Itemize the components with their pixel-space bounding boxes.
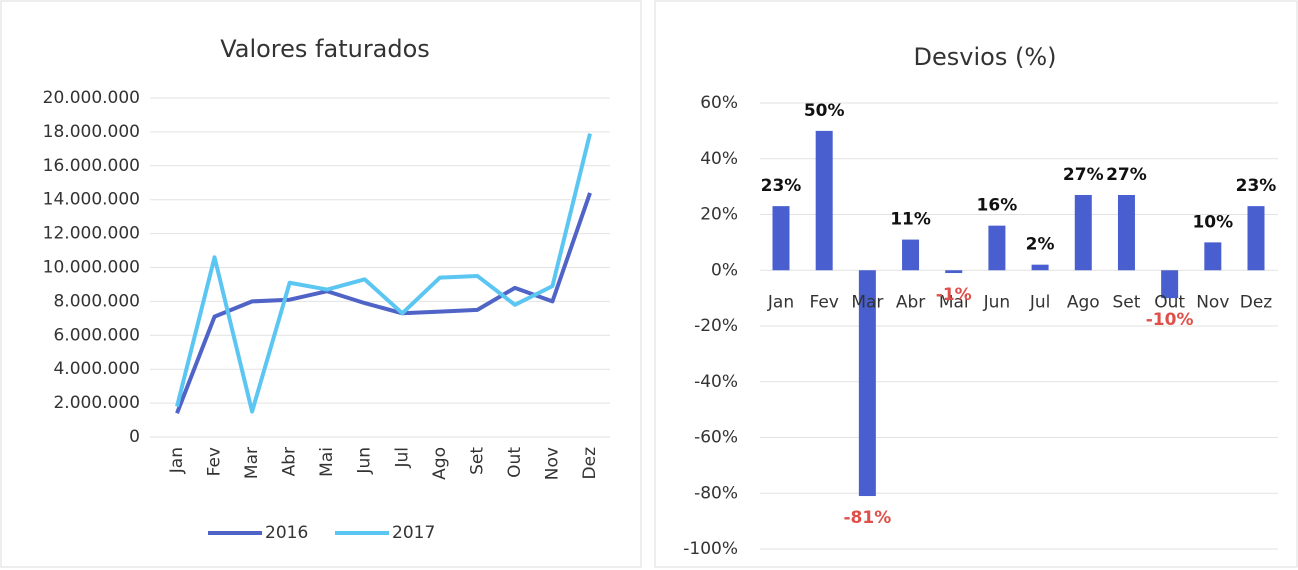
value-label: 16% — [977, 196, 1018, 216]
x-tick-label: Jun — [355, 447, 375, 475]
x-tick-label: Dez — [580, 447, 600, 480]
value-label: 2% — [1026, 235, 1055, 255]
line-series — [175, 133, 592, 414]
bar — [1161, 270, 1179, 299]
value-label: 27% — [1063, 165, 1104, 185]
value-label: 10% — [1192, 212, 1233, 232]
value-label: 11% — [890, 210, 931, 230]
bar — [988, 225, 1006, 271]
x-tick-label: Abr — [896, 292, 925, 312]
x-tick-label: Jul — [1029, 292, 1051, 312]
x-tick-label: Jan — [167, 447, 187, 474]
bar — [772, 206, 790, 271]
bar — [902, 239, 920, 271]
x-tick-label: Out — [505, 447, 525, 478]
x-tick-label: Out — [1154, 292, 1185, 312]
x-tick-label: Mai — [317, 447, 337, 477]
x-tick-label: Ago — [1067, 292, 1100, 312]
y-tick-label: 20.000.000 — [43, 88, 140, 108]
chart-frame — [0, 0, 642, 568]
x-tick-label: Set — [1112, 292, 1140, 312]
bar — [1204, 242, 1222, 271]
y-tick-label: -40% — [694, 372, 738, 392]
x-tick-label: Dez — [1240, 292, 1273, 312]
y-tick-label: 6.000.000 — [53, 325, 140, 345]
chart-title: Valores faturados — [220, 35, 430, 63]
y-tick-label: 0% — [711, 260, 738, 280]
x-tick-label: Nov — [542, 447, 562, 480]
x-tick-label: Abr — [280, 447, 300, 476]
bar — [1247, 206, 1265, 271]
x-tick-label: Set — [467, 447, 487, 475]
value-label: 50% — [804, 101, 845, 121]
legend-label: 2016 — [265, 523, 308, 543]
y-tick-label: -80% — [694, 483, 738, 503]
y-tick-label: 2.000.000 — [53, 393, 140, 413]
x-tick-label: Mai — [939, 292, 969, 312]
x-tick-label: Ago — [430, 447, 450, 480]
y-tick-label: 60% — [700, 93, 738, 113]
legend-label: 2017 — [392, 523, 435, 543]
bar — [815, 130, 833, 271]
x-tick-label: Fev — [205, 447, 225, 476]
bar — [1031, 264, 1049, 271]
x-tick-label: Mar — [242, 447, 262, 479]
y-tick-label: 4.000.000 — [53, 359, 140, 379]
y-tick-label: -100% — [683, 539, 738, 559]
y-tick-label: 20% — [700, 205, 738, 225]
y-tick-label: 18.000.000 — [43, 122, 140, 142]
value-label: 23% — [761, 176, 802, 196]
bar — [1117, 194, 1135, 271]
value-label: -1% — [936, 285, 972, 305]
y-tick-label: 14.000.000 — [43, 190, 140, 210]
bar — [858, 270, 876, 497]
bar — [1074, 194, 1092, 271]
x-tick-label: Jul — [392, 447, 412, 469]
y-tick-label: -20% — [694, 316, 738, 336]
y-tick-label: 8.000.000 — [53, 291, 140, 311]
bar — [945, 270, 963, 274]
x-tick-label: Fev — [809, 292, 838, 312]
x-tick-label: Jun — [983, 292, 1011, 312]
y-tick-label: 0 — [129, 427, 140, 447]
y-tick-label: 40% — [700, 149, 738, 169]
y-tick-label: 16.000.000 — [43, 156, 140, 176]
value-label: 27% — [1106, 165, 1147, 185]
y-tick-label: -60% — [694, 428, 738, 448]
value-label: -10% — [1146, 310, 1194, 330]
x-tick-label: Nov — [1196, 292, 1229, 312]
value-label: -81% — [843, 508, 891, 528]
chart-frame — [654, 0, 1298, 568]
y-tick-label: 12.000.000 — [43, 224, 140, 244]
line-series — [175, 192, 592, 414]
chart-title: Desvios (%) — [914, 43, 1057, 71]
x-tick-label: Mar — [851, 292, 883, 312]
value-label: 23% — [1236, 176, 1277, 196]
y-tick-label: 10.000.000 — [43, 258, 140, 278]
x-tick-label: Jan — [767, 292, 794, 312]
